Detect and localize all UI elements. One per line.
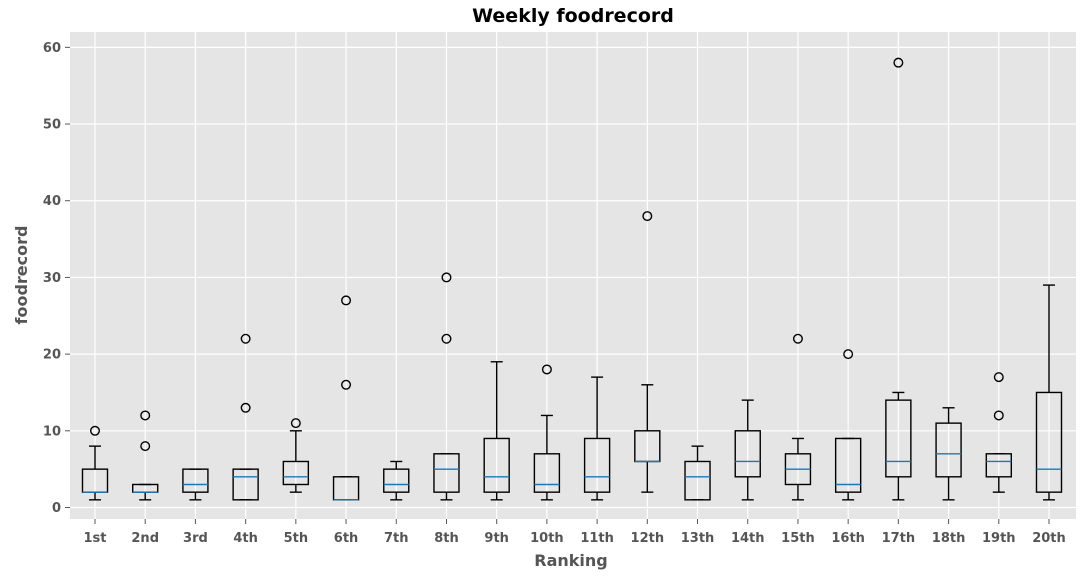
box-8th xyxy=(433,272,460,501)
box-6th xyxy=(332,295,360,501)
x-tick-label: 8th xyxy=(434,531,459,546)
box-18th xyxy=(935,407,962,501)
x-tick-label: 2nd xyxy=(131,531,159,546)
x-tick-label: 20th xyxy=(1032,531,1066,546)
x-tick-label: 1st xyxy=(84,531,107,546)
box-7th xyxy=(383,460,410,501)
box-1st xyxy=(81,425,109,501)
outlier-point xyxy=(642,211,653,222)
iqr-box xyxy=(483,437,510,493)
iqr-box xyxy=(232,468,259,501)
iqr-box xyxy=(684,460,711,501)
iqr-box xyxy=(985,453,1012,478)
iqr-box xyxy=(734,430,761,478)
outlier-point xyxy=(993,372,1004,383)
box-15th xyxy=(784,333,812,501)
box-13th xyxy=(684,445,711,501)
box-9th xyxy=(483,361,510,501)
box-16th xyxy=(834,349,862,501)
y-tick-label: 0 xyxy=(52,501,61,516)
outlier-point xyxy=(290,418,301,429)
x-tick-label: 4th xyxy=(233,531,258,546)
x-tick-label: 12th xyxy=(631,531,665,546)
box-2nd xyxy=(132,410,159,501)
outlier-point xyxy=(792,333,803,344)
y-tick-label: 20 xyxy=(43,348,61,363)
outlier-point xyxy=(893,57,904,68)
box-10th xyxy=(533,364,561,501)
outlier-point xyxy=(240,333,251,344)
box-12th xyxy=(634,211,661,493)
x-tick-label: 10th xyxy=(530,531,564,546)
box-17th xyxy=(885,57,912,501)
x-tick-label: 7th xyxy=(384,531,409,546)
outlier-point xyxy=(541,364,552,375)
x-tick-label: 17th xyxy=(882,531,916,546)
y-tick-label: 30 xyxy=(43,271,61,286)
iqr-box xyxy=(885,399,912,478)
x-tick-label: 16th xyxy=(831,531,865,546)
x-tick-label: 11th xyxy=(580,531,614,546)
x-tick-label: 14th xyxy=(731,531,765,546)
y-axis-ticks: 0 10 20 30 40 50 60 xyxy=(43,41,70,516)
outlier-point xyxy=(441,333,452,344)
plot-area xyxy=(70,32,1076,519)
x-tick-label: 3rd xyxy=(183,531,208,546)
y-tick-label: 40 xyxy=(43,194,61,209)
x-axis-ticks: 1st 2nd 3rd 4th 5th 6th 7th 8th 9th 10th 11th 12th 1… xyxy=(84,519,1066,546)
box-3rd xyxy=(182,468,209,501)
iqr-box xyxy=(834,437,862,493)
y-tick-label: 50 xyxy=(43,118,61,133)
y-axis-label: foodrecord xyxy=(12,226,31,325)
x-tick-label: 15th xyxy=(781,531,815,546)
box-5th xyxy=(282,418,310,493)
x-axis-label: Ranking xyxy=(534,551,607,570)
x-tick-label: 6th xyxy=(334,531,359,546)
iqr-box xyxy=(1035,391,1063,493)
box-4th xyxy=(232,333,259,501)
outlier-point xyxy=(843,349,854,360)
iqr-box xyxy=(583,437,611,493)
outlier-point xyxy=(441,272,452,283)
outlier-point xyxy=(240,402,251,413)
outlier-point xyxy=(341,295,352,306)
box-20th xyxy=(1035,284,1063,501)
iqr-box xyxy=(433,453,460,493)
iqr-box xyxy=(935,422,962,478)
outlier-point xyxy=(89,425,100,436)
box-11th xyxy=(583,376,611,501)
outlier-point xyxy=(140,441,151,452)
outlier-point xyxy=(993,410,1004,421)
box-14th xyxy=(734,399,761,501)
y-tick-label: 10 xyxy=(43,424,61,439)
iqr-box xyxy=(182,468,209,493)
x-tick-label: 18th xyxy=(932,531,966,546)
iqr-box xyxy=(383,468,410,493)
x-tick-label: 5th xyxy=(284,531,309,546)
outlier-point xyxy=(341,379,352,390)
box-19th xyxy=(985,372,1012,493)
x-tick-label: 19th xyxy=(982,531,1016,546)
x-tick-label: 9th xyxy=(484,531,509,546)
iqr-box xyxy=(533,453,561,493)
outlier-point xyxy=(140,410,151,421)
chart-title: Weekly foodrecord xyxy=(472,5,674,27)
y-tick-label: 60 xyxy=(43,41,61,56)
boxes xyxy=(81,57,1063,501)
x-tick-label: 13th xyxy=(681,531,715,546)
iqr-box xyxy=(282,460,310,486)
